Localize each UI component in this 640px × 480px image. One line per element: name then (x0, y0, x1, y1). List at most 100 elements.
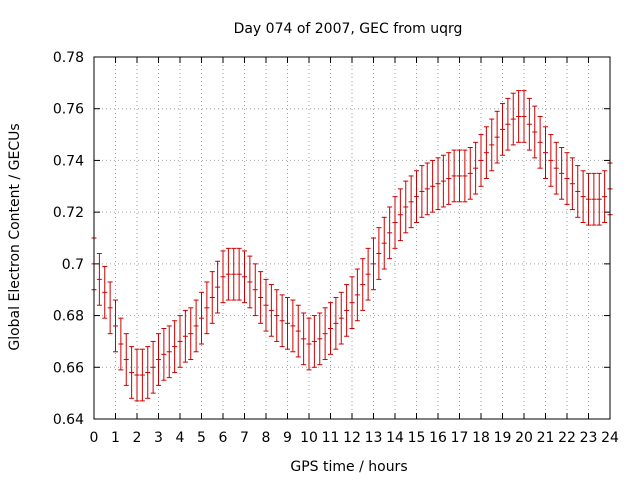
data-point (591, 172, 597, 226)
data-point (150, 340, 156, 394)
data-point (360, 258, 366, 311)
plot-frame (93, 56, 611, 420)
data-point (381, 216, 387, 270)
data-point (231, 247, 237, 301)
data-point (274, 289, 280, 342)
y-tick-label: 0.66 (53, 360, 84, 376)
data-point (96, 253, 102, 306)
data-point (564, 152, 570, 205)
x-tick-label: 0 (90, 430, 99, 446)
x-tick-label: 9 (283, 430, 292, 446)
data-point (537, 115, 543, 169)
data-point (462, 149, 468, 203)
x-tick-label: 13 (365, 430, 383, 446)
data-point (134, 348, 140, 402)
data-point (306, 317, 312, 371)
data-point (543, 126, 548, 180)
x-tick-label: 2 (133, 430, 142, 446)
data-point (204, 281, 210, 335)
x-tick-label: 19 (494, 430, 512, 446)
data-point (414, 170, 419, 223)
data-point (430, 159, 436, 213)
data-point (129, 346, 135, 399)
data-point (139, 348, 145, 402)
x-tick-label: 1 (111, 430, 120, 446)
data-point (387, 206, 393, 260)
data-point (392, 196, 398, 249)
axis-ticks: 0 1 2 3 4 5 6 7 8 9 10 11 12 13 14 15 16 17 18 19 20 21 22 23 24… (53, 50, 619, 446)
data-point (569, 157, 575, 211)
x-tick-label: 6 (219, 430, 228, 446)
data-point (397, 188, 403, 242)
data-point (301, 312, 307, 366)
data-series (91, 90, 613, 402)
chart-title: Day 074 of 2007, GEC from uqrg (234, 21, 463, 37)
x-tick-label: 8 (262, 430, 271, 446)
data-point (215, 260, 221, 314)
data-point (532, 105, 538, 159)
data-point (376, 227, 382, 280)
data-point (548, 134, 554, 187)
x-tick-label: 20 (515, 430, 533, 446)
data-point (602, 170, 608, 223)
data-point (145, 346, 151, 399)
data-point (349, 276, 355, 329)
data-point (473, 141, 479, 195)
data-point (478, 134, 484, 187)
data-point (193, 299, 199, 353)
y-tick-label: 0.78 (53, 50, 84, 66)
data-point (483, 126, 489, 180)
y-tick-label: 0.72 (53, 205, 84, 221)
data-point (285, 296, 290, 350)
x-tick-label: 17 (451, 430, 469, 446)
data-point (322, 307, 328, 361)
grid (94, 57, 610, 419)
data-point (290, 299, 296, 353)
data-point (446, 152, 452, 205)
data-point (311, 315, 317, 368)
x-tick-label: 14 (386, 430, 404, 446)
data-point (166, 325, 172, 379)
data-point (123, 333, 129, 386)
y-axis-label: Global Electron Content / GECUs (7, 123, 23, 350)
data-point (102, 265, 108, 319)
data-point (580, 170, 586, 223)
data-point (263, 278, 269, 332)
data-point (371, 237, 376, 291)
x-tick-label: 5 (197, 430, 206, 446)
x-axis-label: GPS time / hours (290, 459, 407, 475)
x-tick-label: 16 (429, 430, 447, 446)
data-point (188, 307, 194, 361)
data-point (258, 271, 264, 324)
data-point (365, 247, 371, 301)
data-point (252, 263, 258, 317)
data-point (338, 291, 344, 345)
data-point (113, 299, 118, 353)
data-point (467, 147, 473, 200)
x-tick-label: 23 (580, 430, 598, 446)
data-point (494, 110, 500, 164)
data-point (526, 97, 532, 151)
data-point (242, 250, 247, 304)
data-point (279, 294, 285, 348)
data-point (247, 255, 253, 309)
data-point (510, 92, 516, 146)
data-point (408, 175, 414, 229)
data-point (435, 157, 441, 211)
data-point (107, 281, 113, 335)
data-point (489, 118, 495, 172)
data-point (161, 328, 167, 381)
data-point (209, 271, 215, 324)
x-tick-label: 3 (154, 430, 163, 446)
y-tick-label: 0.74 (53, 153, 84, 169)
data-point (317, 312, 323, 366)
data-point (457, 149, 462, 203)
data-point (419, 165, 425, 218)
data-point (575, 165, 581, 218)
data-point (328, 302, 333, 355)
data-point (220, 250, 226, 304)
data-point (553, 141, 559, 195)
data-point (225, 247, 231, 301)
data-point (516, 90, 522, 143)
